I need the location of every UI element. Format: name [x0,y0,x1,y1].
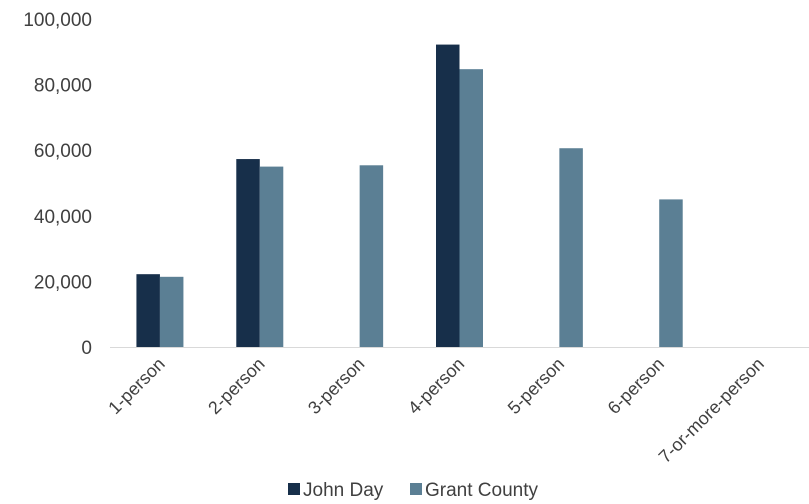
bar-grant-county-4-person [459,69,483,348]
legend-label: John Day [303,480,384,501]
x-axis: 1-person 2-person 3-person 4-person 5-person… [104,354,768,467]
x-tick-label: 2-person [204,354,268,418]
bar-grant-county-6-person [659,199,683,347]
x-tick-label: 4-person [404,354,468,418]
x-tick-label: 3-person [304,354,368,418]
x-tick-label: 7-or-more-person [655,354,768,467]
bar-john-day-4-person [436,44,460,348]
legend-swatch [410,483,422,495]
y-axis: 0 20,000 40,000 60,000 80,000 100,000 [23,10,92,359]
x-tick-label: 5-person [504,354,568,418]
y-tick-label: 40,000 [34,207,92,228]
bar-grant-county-5-person [559,148,583,347]
y-tick-label: 20,000 [34,272,92,293]
x-tick-label: 6-person [604,354,668,418]
bars [136,44,683,348]
y-tick-label: 80,000 [34,76,92,97]
legend: John Day Grant County [288,480,538,501]
bar-grant-county-2-person [259,166,284,347]
bar-john-day-1-person [136,274,160,347]
bar-john-day-2-person [236,159,260,347]
legend-swatch [288,483,300,495]
legend-label: Grant County [425,480,538,501]
bar-grant-county-3-person [359,165,384,347]
y-tick-label: 100,000 [23,10,92,31]
y-tick-label: 60,000 [34,141,92,162]
x-tick-label: 1-person [104,354,168,418]
bar-grant-county-1-person [159,276,184,347]
y-tick-label: 0 [81,338,92,359]
